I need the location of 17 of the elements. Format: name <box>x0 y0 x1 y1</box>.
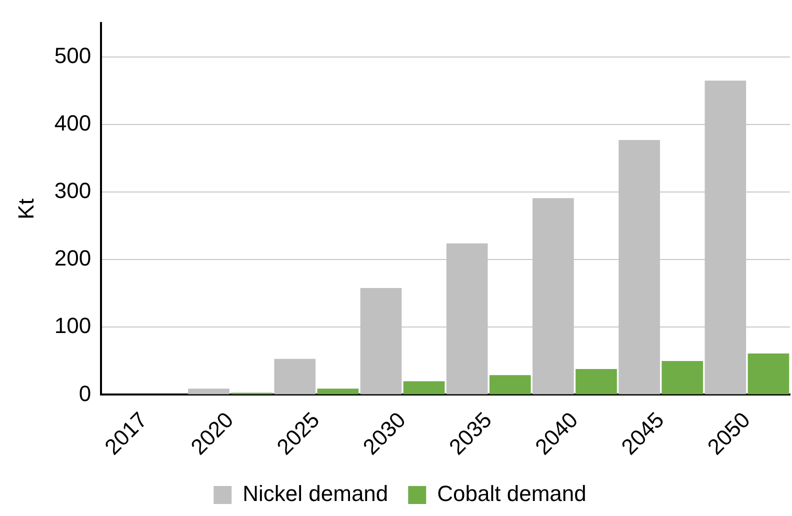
bar <box>748 354 790 394</box>
bar <box>188 388 230 394</box>
y-tick-label: 300 <box>54 178 92 204</box>
legend-label: Nickel demand <box>242 481 388 506</box>
y-tick-label: 200 <box>54 246 92 271</box>
y-axis-title: Kt <box>13 198 38 220</box>
y-tick-label: 0 <box>78 380 92 406</box>
bar <box>576 369 617 394</box>
bar <box>662 360 704 394</box>
bar <box>317 388 359 394</box>
y-tick-label: 400 <box>54 110 92 136</box>
bar <box>403 381 445 394</box>
legend-label: Cobalt demand <box>437 481 586 506</box>
y-tick-label: 100 <box>54 313 92 338</box>
y-tick-label: 500 <box>54 43 92 68</box>
bar <box>489 375 531 394</box>
bar <box>274 358 316 394</box>
